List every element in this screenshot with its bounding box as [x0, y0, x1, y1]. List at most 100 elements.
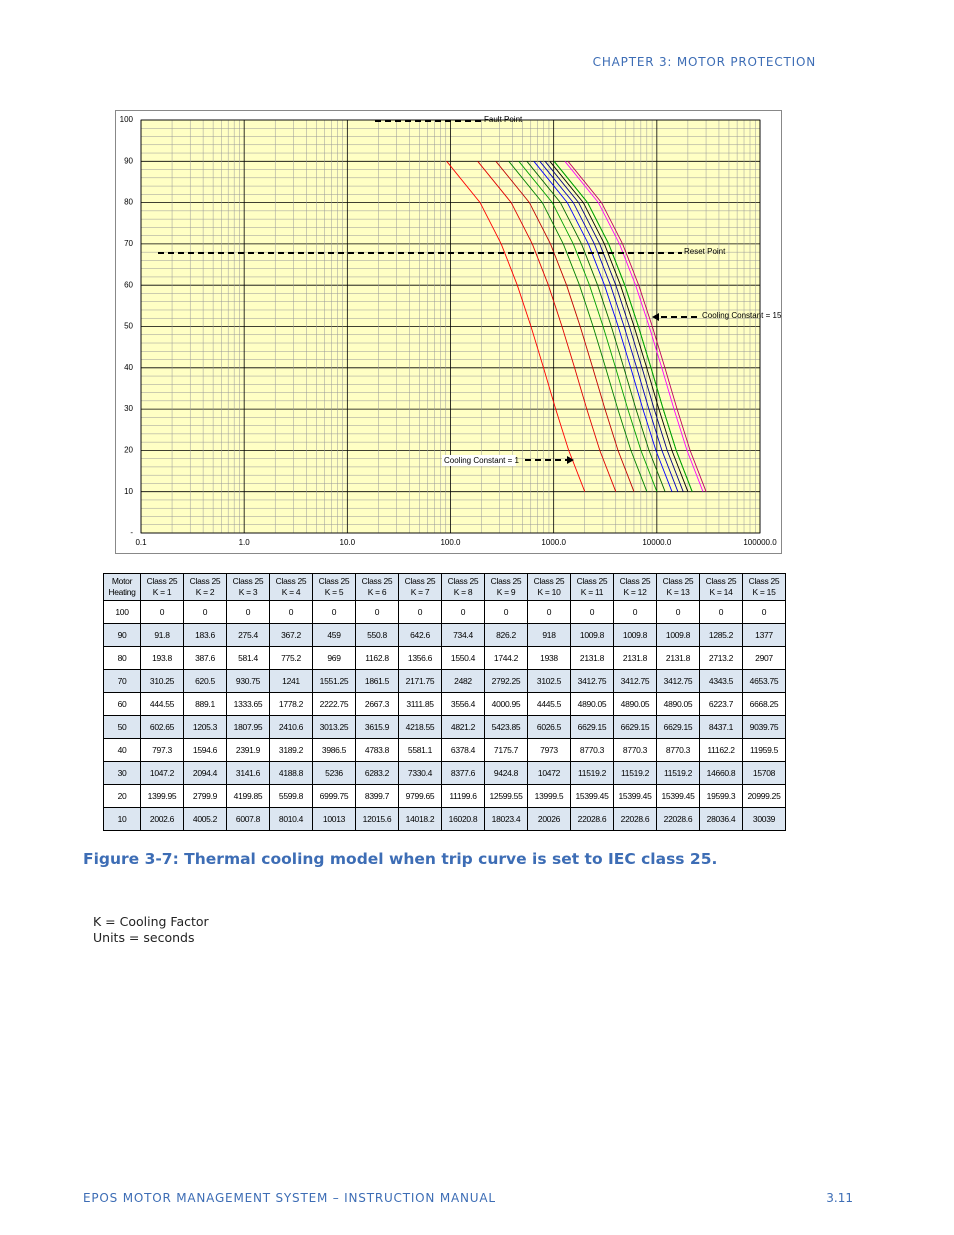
table-cell: 0 [269, 600, 313, 624]
table-cell: 2667.3 [355, 692, 399, 716]
table-cell: 16020.8 [441, 807, 485, 831]
header-text: K = 7 [410, 587, 430, 597]
table-cell: 60 [103, 692, 141, 716]
data-table: Motor Heating Class 25 K = 1 Class 25 K = 2 Cl… [103, 573, 786, 831]
note: K = Cooling Factor [93, 914, 209, 929]
table-cell: 13999.5 [527, 784, 571, 808]
table-cell: 1938 [527, 646, 571, 670]
table-cell: 4821.2 [441, 715, 485, 739]
table-cell: 18023.4 [484, 807, 528, 831]
table-cell: 3141.6 [226, 761, 270, 785]
cooling-curve [539, 161, 679, 492]
table-cell: 11519.2 [656, 761, 700, 785]
header-text: K = 5 [324, 587, 344, 597]
table-cell: 1205.3 [183, 715, 227, 739]
label-bg [442, 455, 516, 466]
x-tick-label: 10000.0 [642, 538, 671, 547]
table-cell: 10472 [527, 761, 571, 785]
table-cell: 775.2 [269, 646, 313, 670]
annotation: Fault Point [484, 115, 523, 124]
table-cell: 1047.2 [140, 761, 184, 785]
cooling-curve [495, 161, 635, 492]
table-row: 50 602.65 1205.3 1807.95 2410.6 3013.25 3615.9… [103, 715, 786, 739]
table-cell: 275.4 [226, 623, 270, 647]
table-cell: 3412.75 [570, 669, 614, 693]
table-cell: 459 [312, 623, 356, 647]
table-cell: 0 [656, 600, 700, 624]
table-cell: 3615.9 [355, 715, 399, 739]
table-cell: 6378.4 [441, 738, 485, 762]
table-cell: 22028.6 [570, 807, 614, 831]
table-cell: 30039 [742, 807, 786, 831]
table-cell: 2002.6 [140, 807, 184, 831]
table-cell: 1594.6 [183, 738, 227, 762]
table-cell: 6629.15 [613, 715, 657, 739]
table-cell: 0 [355, 600, 399, 624]
header-cell: Class 25 K = 13 [656, 573, 700, 601]
header-text: K = 10 [537, 587, 561, 597]
cooling-curve [549, 161, 689, 492]
table-cell: 3556.4 [441, 692, 485, 716]
table-cell: 9799.65 [398, 784, 442, 808]
table-cell: 0 [140, 600, 184, 624]
table-cell: 4653.75 [742, 669, 786, 693]
table-cell: 3986.5 [312, 738, 356, 762]
cooling-curve [544, 161, 684, 492]
table-cell: 2799.9 [183, 784, 227, 808]
table-cell: 4188.8 [269, 761, 313, 785]
table-cell: 0 [484, 600, 528, 624]
y-tick-label: 80 [124, 198, 133, 207]
table-row: 30 1047.2 2094.4 3141.6 4188.8 5236 6283.2 7330… [103, 761, 786, 785]
table-cell: 30 [103, 761, 141, 785]
y-tick-label: 70 [124, 239, 133, 248]
y-tick-label: 30 [124, 404, 133, 413]
table-cell: 11519.2 [570, 761, 614, 785]
table-cell: 5599.8 [269, 784, 313, 808]
header-text: Class 25 [705, 576, 737, 586]
table-cell: 2391.9 [226, 738, 270, 762]
header-cell: Class 25 K = 11 [570, 573, 614, 601]
table-cell: 10 [103, 807, 141, 831]
table-cell: 9424.8 [484, 761, 528, 785]
y-tick-label: 90 [124, 156, 133, 165]
table-cell: 2482 [441, 669, 485, 693]
table-cell: 2131.8 [656, 646, 700, 670]
header-cell: Class 25 K = 8 [441, 573, 485, 601]
table-cell: 7175.7 [484, 738, 528, 762]
table-cell: 6999.75 [312, 784, 356, 808]
table-cell: 0 [699, 600, 743, 624]
table-cell: 20999.25 [742, 784, 786, 808]
table-cell: 2907 [742, 646, 786, 670]
table-cell: 0 [570, 600, 614, 624]
header-text: Heating [108, 587, 136, 597]
table-cell: 100 [103, 600, 141, 624]
table-cell: 826.2 [484, 623, 528, 647]
table-cell: 80 [103, 646, 141, 670]
table-cell: 7330.4 [398, 761, 442, 785]
table-cell: 310.25 [140, 669, 184, 693]
header-text: K = 3 [238, 587, 258, 597]
table-cell: 969 [312, 646, 356, 670]
cooling-curve [564, 161, 704, 492]
table-cell: 6223.7 [699, 692, 743, 716]
header-text: Class 25 [189, 576, 221, 586]
arrow-head [567, 456, 574, 464]
table-cell: 15399.45 [656, 784, 700, 808]
cooling-curve [533, 161, 673, 492]
table-cell: 889.1 [183, 692, 227, 716]
table-cell: 20026 [527, 807, 571, 831]
figure-caption: Figure 3-7: Thermal cooling model when t… [83, 850, 718, 868]
y-tick-label: 40 [124, 363, 133, 372]
header-text: K = 15 [752, 587, 776, 597]
annotation: Reset Point [684, 247, 726, 256]
table-cell: 6668.25 [742, 692, 786, 716]
table-cell: 0 [441, 600, 485, 624]
table-cell: 1009.8 [570, 623, 614, 647]
table-cell: 90 [103, 623, 141, 647]
header-text: Class 25 [619, 576, 651, 586]
table-cell: 2410.6 [269, 715, 313, 739]
table-cell: 15399.45 [613, 784, 657, 808]
table-cell: 5423.85 [484, 715, 528, 739]
header-text: K = 12 [623, 587, 647, 597]
header-text: K = 6 [367, 587, 387, 597]
